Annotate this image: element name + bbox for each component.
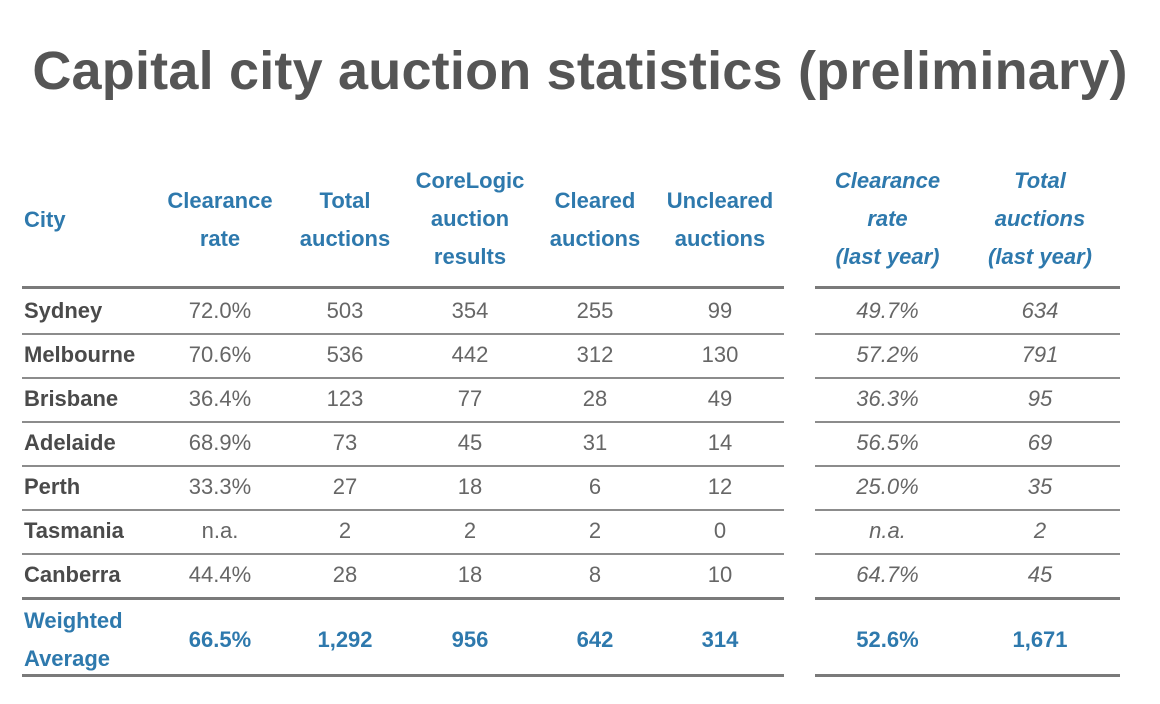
table-row: Perth 33.3% 27 18 6 12 25.0% 35	[0, 466, 1160, 508]
row-divider	[815, 553, 1120, 555]
uncleared-auctions: 130	[701, 342, 739, 367]
uncleared-auctions: 10	[707, 562, 733, 587]
cleared-auctions: 31	[582, 430, 608, 455]
header-rule-left	[22, 286, 784, 289]
total-auctions: 28	[332, 562, 358, 587]
row-divider	[815, 333, 1120, 335]
uncleared-auctions: 99	[707, 298, 733, 323]
clearance-rate-last-year: 64.7%	[856, 562, 919, 587]
total-auctions: 2	[338, 518, 352, 543]
row-divider	[22, 377, 784, 379]
total-auctions-last-year: 2	[1033, 518, 1047, 543]
row-divider	[22, 553, 784, 555]
uncleared-auctions: 49	[707, 386, 733, 411]
cleared-auctions: 6	[588, 474, 602, 499]
clearance-rate-last-year: 56.5%	[856, 430, 919, 455]
avg-clearance-rate: 66.5%	[188, 627, 252, 652]
city-name: Canberra	[24, 562, 121, 587]
clearance-rate-last-year: 25.0%	[856, 474, 919, 499]
total-auctions-last-year: 95	[1027, 386, 1053, 411]
city-name: Adelaide	[24, 430, 116, 455]
table-row: Sydney 72.0% 503 354 255 99 49.7% 634	[0, 290, 1160, 332]
row-divider	[815, 597, 1120, 600]
clearance-rate: 70.6%	[188, 342, 252, 367]
row-divider	[22, 597, 784, 600]
clearance-rate-last-year: 36.3%	[856, 386, 919, 411]
row-divider	[815, 377, 1120, 379]
city-name: Perth	[24, 474, 81, 499]
avg-clearance-rate-last-year: 52.6%	[856, 627, 919, 652]
total-auctions: 27	[332, 474, 358, 499]
corelogic-results: 45	[457, 430, 483, 455]
header-clearance-rate: Clearance rate	[167, 188, 273, 251]
header-corelogic-results: CoreLogic auction results	[415, 168, 525, 269]
total-auctions: 123	[326, 386, 364, 411]
city-name: Brisbane	[24, 386, 119, 411]
table-row: Adelaide 68.9% 73 45 31 14 56.5% 69	[0, 422, 1160, 464]
clearance-rate-last-year: 57.2%	[856, 342, 919, 367]
row-divider	[22, 333, 784, 335]
cleared-auctions: 8	[588, 562, 602, 587]
total-auctions-last-year: 35	[1027, 474, 1053, 499]
row-divider	[815, 421, 1120, 423]
clearance-rate-last-year: 49.7%	[856, 298, 919, 323]
uncleared-auctions: 14	[707, 430, 733, 455]
avg-total-auctions-last-year: 1,671	[1012, 627, 1068, 652]
clearance-rate: 36.4%	[188, 386, 252, 411]
header-total-auctions: Total auctions	[299, 188, 391, 251]
weighted-average-row: 66.5% 1,292 956 642 314 52.6% 1,671	[0, 619, 1160, 661]
header-uncleared-auctions: Uncleared auctions	[666, 188, 774, 251]
clearance-rate: 72.0%	[188, 298, 252, 323]
cleared-auctions: 255	[576, 298, 614, 323]
total-auctions: 503	[326, 298, 364, 323]
cleared-auctions: 28	[582, 386, 608, 411]
total-auctions-last-year: 45	[1027, 562, 1053, 587]
table-row: Melbourne 70.6% 536 442 312 130 57.2% 791	[0, 334, 1160, 376]
row-divider	[22, 465, 784, 467]
avg-uncleared: 314	[701, 627, 739, 652]
row-divider	[22, 421, 784, 423]
row-divider	[815, 509, 1120, 511]
footer-rule-left	[22, 674, 784, 677]
avg-corelogic-results: 956	[451, 627, 489, 652]
clearance-rate: 68.9%	[188, 430, 252, 455]
uncleared-auctions: 0	[713, 518, 727, 543]
clearance-rate: 44.4%	[188, 562, 252, 587]
clearance-rate-last-year: n.a.	[869, 518, 906, 543]
total-auctions: 536	[326, 342, 364, 367]
city-name: Melbourne	[24, 342, 136, 367]
avg-total-auctions: 1,292	[317, 627, 373, 652]
table-row: Tasmania n.a. 2 2 2 0 n.a. 2	[0, 510, 1160, 552]
total-auctions-last-year: 634	[1021, 298, 1059, 323]
row-divider	[22, 509, 784, 511]
header-cleared-auctions: Cleared auctions	[549, 188, 641, 251]
avg-cleared: 642	[576, 627, 614, 652]
corelogic-results: 354	[451, 298, 489, 323]
page-title: Capital city auction statistics (prelimi…	[32, 41, 1128, 101]
uncleared-auctions: 12	[707, 474, 733, 499]
header-total-auctions-last-year: Total auctions (last year)	[988, 168, 1092, 269]
corelogic-results: 2	[463, 518, 477, 543]
cleared-auctions: 312	[576, 342, 614, 367]
row-divider	[815, 465, 1120, 467]
corelogic-results: 442	[451, 342, 489, 367]
city-name: Tasmania	[24, 518, 124, 543]
clearance-rate: 33.3%	[188, 474, 252, 499]
corelogic-results: 18	[457, 474, 483, 499]
header-clearance-rate-last-year: Clearance rate (last year)	[834, 168, 941, 269]
city-name: Sydney	[24, 298, 103, 323]
header-city: City	[24, 207, 66, 232]
total-auctions-last-year: 791	[1021, 342, 1059, 367]
total-auctions-last-year: 69	[1027, 430, 1053, 455]
table-row: Brisbane 36.4% 123 77 28 49 36.3% 95	[0, 378, 1160, 420]
clearance-rate: n.a.	[201, 518, 239, 543]
cleared-auctions: 2	[588, 518, 602, 543]
footer-rule-right	[815, 674, 1120, 677]
total-auctions: 73	[332, 430, 358, 455]
header-rule-right	[815, 286, 1120, 289]
corelogic-results: 77	[457, 386, 483, 411]
corelogic-results: 18	[457, 562, 483, 587]
table-row: Canberra 44.4% 28 18 8 10 64.7% 45	[0, 554, 1160, 596]
weighted-average-label: Weighted Average	[24, 608, 123, 671]
